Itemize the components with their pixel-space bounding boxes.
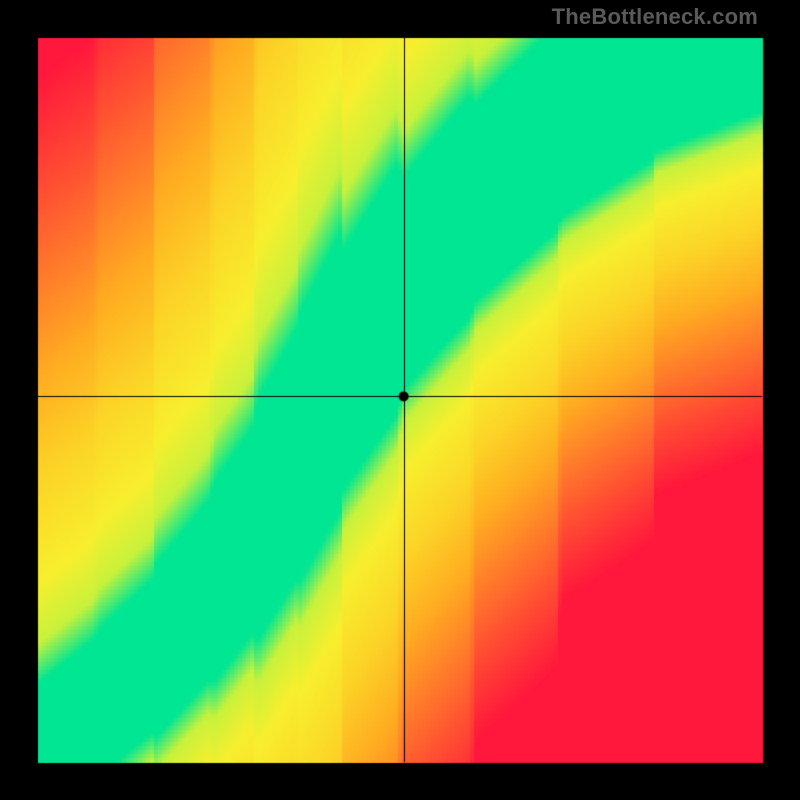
chart-container: TheBottleneck.com	[0, 0, 800, 800]
watermark-text: TheBottleneck.com	[552, 4, 758, 30]
bottleneck-heatmap	[0, 0, 800, 800]
